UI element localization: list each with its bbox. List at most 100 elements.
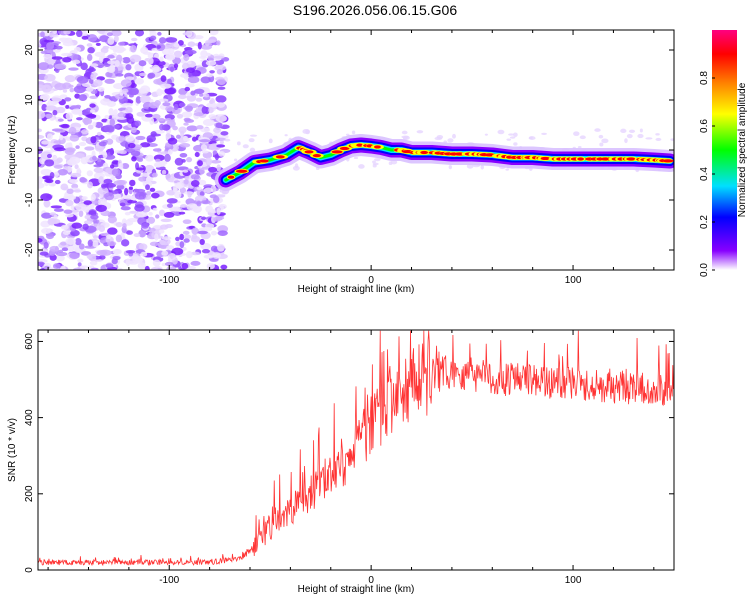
noise-speckle <box>134 192 147 200</box>
noise-speckle <box>199 93 204 97</box>
noise-speckle <box>54 147 66 152</box>
noise-speckle <box>71 183 79 189</box>
noise-speckle <box>156 88 163 96</box>
noise-speckle <box>146 190 151 196</box>
noise-speckle <box>158 37 167 44</box>
noise-speckle <box>51 95 63 102</box>
noise-speckle <box>88 254 97 262</box>
noise-speckle <box>102 197 108 206</box>
noise-speckle <box>40 168 52 176</box>
noise-speckle <box>137 262 146 270</box>
noise-speckle <box>107 227 118 235</box>
noise-speckle <box>124 187 129 196</box>
noise-speckle <box>87 181 93 189</box>
noise-speckle <box>184 49 197 55</box>
noise-speckle <box>118 162 124 170</box>
noise-speckle <box>210 159 222 164</box>
noise-speckle <box>65 112 73 120</box>
noise-speckle <box>162 102 171 107</box>
noise-speckle <box>125 64 132 71</box>
noise-speckle <box>86 170 93 177</box>
noise-speckle <box>63 209 73 214</box>
noise-speckle <box>52 30 58 35</box>
noise-speckle <box>105 71 113 78</box>
noise-speckle <box>164 261 174 267</box>
noise-speckle <box>93 167 105 173</box>
noise-speckle <box>51 128 64 132</box>
noise-speckle <box>95 42 101 46</box>
noise-speckle <box>165 105 174 112</box>
snr-frame <box>37 329 675 571</box>
noise-speckle <box>216 40 221 46</box>
noise-speckle <box>655 137 662 142</box>
noise-speckle <box>89 260 98 266</box>
noise-speckle <box>90 193 96 202</box>
noise-speckle <box>52 263 61 270</box>
noise-speckle <box>68 126 77 135</box>
colorbar-tick-label: 0.0 <box>699 263 710 277</box>
noise-speckle <box>172 125 178 131</box>
noise-speckle <box>155 158 161 163</box>
noise-speckle <box>107 215 117 224</box>
noise-speckle <box>185 250 193 259</box>
noise-speckle <box>185 67 196 73</box>
noise-speckle <box>121 88 129 94</box>
noise-speckle <box>166 189 176 196</box>
noise-speckle <box>64 75 76 83</box>
noise-speckle <box>107 65 116 74</box>
noise-speckle <box>158 229 165 234</box>
snr-y-tick-label: 200 <box>24 485 35 502</box>
noise-speckle <box>201 150 209 154</box>
noise-speckle <box>38 182 45 189</box>
noise-speckle <box>207 39 217 44</box>
spectrogram-x-tick-label: -100 <box>159 275 179 286</box>
noise-speckle <box>53 171 60 178</box>
noise-speckle <box>49 212 57 216</box>
noise-speckle <box>60 123 70 129</box>
noise-speckle <box>52 109 58 116</box>
noise-speckle <box>480 164 484 170</box>
spectrogram-noise <box>38 30 674 270</box>
noise-speckle <box>43 30 51 37</box>
noise-speckle <box>75 203 87 211</box>
noise-speckle <box>39 38 48 46</box>
noise-speckle <box>55 251 68 257</box>
noise-speckle <box>54 63 67 70</box>
noise-speckle <box>171 107 181 115</box>
noise-speckle <box>112 248 122 255</box>
noise-speckle <box>466 163 474 169</box>
noise-speckle <box>159 123 165 131</box>
noise-speckle <box>46 42 55 50</box>
noise-speckle <box>484 133 488 136</box>
snr-panel: -100 0 100 0 200 400 600 Height of straight li… <box>7 329 675 595</box>
noise-speckle <box>131 156 137 162</box>
noise-speckle <box>55 254 65 262</box>
noise-speckle <box>103 124 114 132</box>
noise-speckle <box>216 164 221 172</box>
noise-speckle <box>529 136 533 140</box>
noise-speckle <box>81 35 89 40</box>
noise-speckle <box>194 152 200 158</box>
noise-speckle <box>215 122 223 129</box>
noise-speckle <box>178 102 186 108</box>
noise-speckle <box>94 51 106 58</box>
noise-speckle <box>216 102 226 108</box>
snr-x-axis-label: Height of straight line (km) <box>298 584 415 595</box>
noise-speckle <box>205 157 213 166</box>
noise-speckle <box>148 211 153 216</box>
noise-speckle <box>50 205 63 209</box>
noise-speckle <box>242 144 249 149</box>
noise-speckle <box>190 251 200 256</box>
noise-speckle <box>155 214 160 219</box>
noise-speckle <box>199 167 205 175</box>
noise-speckle <box>628 129 636 133</box>
noise-speckle <box>148 227 156 232</box>
noise-speckle <box>200 50 208 58</box>
noise-speckle <box>65 213 74 218</box>
noise-speckle <box>205 223 215 229</box>
noise-speckle <box>196 186 203 191</box>
noise-speckle <box>38 261 46 267</box>
noise-speckle <box>173 103 179 111</box>
noise-speckle <box>203 93 210 98</box>
noise-speckle <box>44 74 56 82</box>
